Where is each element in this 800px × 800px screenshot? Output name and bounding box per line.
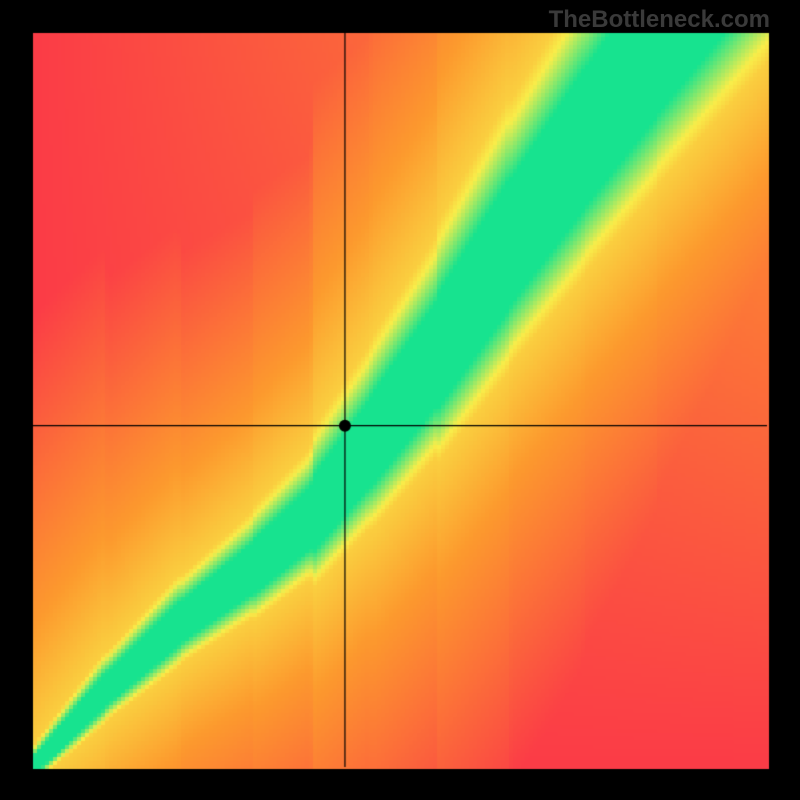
watermark-text: TheBottleneck.com xyxy=(549,6,770,34)
heatmap-canvas xyxy=(0,0,800,800)
chart-container: TheBottleneck.com xyxy=(0,0,800,800)
